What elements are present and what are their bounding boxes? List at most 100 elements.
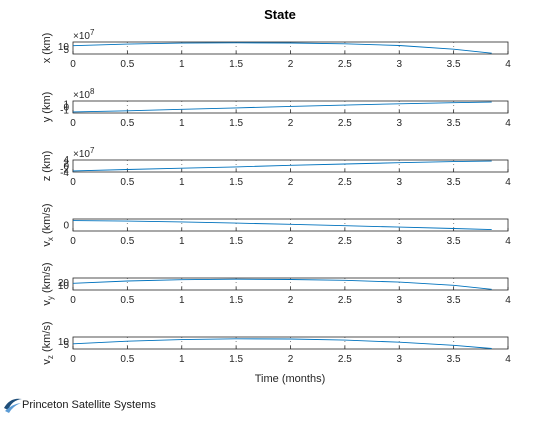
x-tick-label: 0	[70, 118, 76, 129]
x-tick-label: 3.5	[447, 295, 461, 306]
exponent-base: ×10	[73, 149, 90, 160]
y-label-base: v	[41, 300, 53, 306]
y-axis-label: y (km)	[41, 92, 53, 123]
x-tick-label: 4	[505, 59, 511, 70]
subplot-4: 0 0.5 1 1.5 2 2.5 3 3.5 4 0 vx (km/s)	[41, 203, 511, 247]
y-tick-label: 20	[58, 278, 70, 289]
x-tick-label: 0	[70, 295, 76, 306]
y-tick-label: -4	[60, 168, 69, 179]
x-tick-label: 2.5	[338, 118, 352, 129]
x-tick-label: 0	[70, 354, 76, 365]
y-label-subscript: z	[46, 355, 55, 359]
series-line	[72, 160, 492, 172]
x-tick-label: 2	[288, 236, 294, 247]
y-tick-label: 10	[58, 42, 70, 53]
axis-exponent: ×107	[73, 146, 95, 160]
x-tick-label: 2	[288, 177, 294, 188]
exponent-base: ×10	[73, 31, 90, 42]
x-tick-label: 0	[70, 177, 76, 188]
x-tick-label: 1	[179, 354, 185, 365]
x-tick-label: 2	[288, 295, 294, 306]
y-axis-label: vz (km/s)	[41, 321, 55, 364]
x-tick-label: 1.5	[229, 354, 243, 365]
x-tick-label: 4	[505, 354, 511, 365]
x-tick-label: 3	[396, 59, 402, 70]
subplot-1: 0 0.5 1 1.5 2 2.5 3 3.5 4 105 ×107 x (km)	[41, 28, 511, 70]
y-tick-label: 1	[63, 99, 69, 110]
y-axis-label: vx (km/s)	[41, 203, 55, 246]
y-tick-label: -1	[60, 106, 69, 117]
x-tick-label: 1.5	[229, 59, 243, 70]
x-tick-label: 4	[505, 236, 511, 247]
y-tick-label: 2	[63, 158, 69, 169]
chart-title: State	[264, 7, 296, 22]
y-tick-label: 5	[63, 340, 69, 351]
x-tick-label: 0.5	[120, 118, 134, 129]
x-tick-label: 2.5	[338, 59, 352, 70]
x-tick-label: 3.5	[447, 354, 461, 365]
y-tick-label: 4	[63, 155, 69, 166]
y-axis-label: x (km)	[41, 33, 53, 64]
x-tick-label: 1	[179, 236, 185, 247]
x-tick-label: 3	[396, 354, 402, 365]
x-tick-label: 1	[179, 118, 185, 129]
x-tick-label: 3	[396, 118, 402, 129]
y-label-base: v	[41, 241, 53, 247]
series-line	[72, 220, 492, 231]
exponent-power: 8	[90, 87, 95, 96]
y-tick-label: -2	[60, 165, 69, 176]
exponent-base: ×10	[73, 90, 90, 101]
exponent-power: 7	[90, 146, 95, 155]
y-label-units: (km/s)	[41, 262, 53, 296]
x-axis-label: Time (months)	[255, 373, 326, 385]
axis-exponent: ×108	[73, 87, 95, 101]
y-label-subscript: y	[46, 296, 55, 300]
y-tick-label: 5	[63, 45, 69, 56]
x-tick-label: 4	[505, 118, 511, 129]
x-tick-label: 0	[70, 59, 76, 70]
x-tick-label: 3	[396, 236, 402, 247]
x-tick-label: 2.5	[338, 236, 352, 247]
x-tick-label: 0.5	[120, 59, 134, 70]
x-tick-label: 3.5	[447, 177, 461, 188]
series-line	[72, 338, 492, 349]
subplot-6: 0 0.5 1 1.5 2 2.5 3 3.5 4 105 vz (km/s)	[41, 321, 511, 365]
x-tick-label: 0	[70, 236, 76, 247]
x-tick-label: 4	[505, 177, 511, 188]
x-tick-label: 3.5	[447, 59, 461, 70]
y-tick-label: 10	[58, 281, 70, 292]
x-tick-label: 2	[288, 354, 294, 365]
company-name: Princeton Satellite Systems	[22, 399, 156, 411]
y-axis-label: z (km)	[41, 151, 53, 182]
y-label-units: (km/s)	[41, 203, 53, 237]
y-tick-label: 0	[63, 221, 69, 232]
x-tick-label: 2.5	[338, 354, 352, 365]
x-tick-label: 1.5	[229, 236, 243, 247]
x-tick-label: 1.5	[229, 295, 243, 306]
company-logo: Princeton Satellite Systems	[2, 394, 202, 418]
x-tick-label: 2	[288, 59, 294, 70]
x-tick-label: 1	[179, 295, 185, 306]
x-tick-label: 0.5	[120, 354, 134, 365]
x-tick-label: 0.5	[120, 177, 134, 188]
series-line	[72, 42, 492, 54]
x-tick-label: 0.5	[120, 295, 134, 306]
y-axis-label: vy (km/s)	[41, 262, 55, 305]
y-label-units: (km/s)	[41, 321, 53, 355]
x-tick-label: 1.5	[229, 118, 243, 129]
x-tick-label: 1.5	[229, 177, 243, 188]
exponent-power: 7	[90, 28, 95, 37]
x-tick-label: 0.5	[120, 236, 134, 247]
axis-exponent: ×107	[73, 28, 95, 42]
y-tick-label: 0	[63, 103, 69, 114]
y-tick-label: 10	[58, 337, 70, 348]
x-tick-label: 3	[396, 295, 402, 306]
y-label-subscript: x	[46, 237, 55, 241]
y-label-base: v	[41, 359, 53, 365]
series-line	[72, 101, 492, 113]
x-tick-label: 2	[288, 118, 294, 129]
y-tick-label: 0	[63, 162, 69, 173]
